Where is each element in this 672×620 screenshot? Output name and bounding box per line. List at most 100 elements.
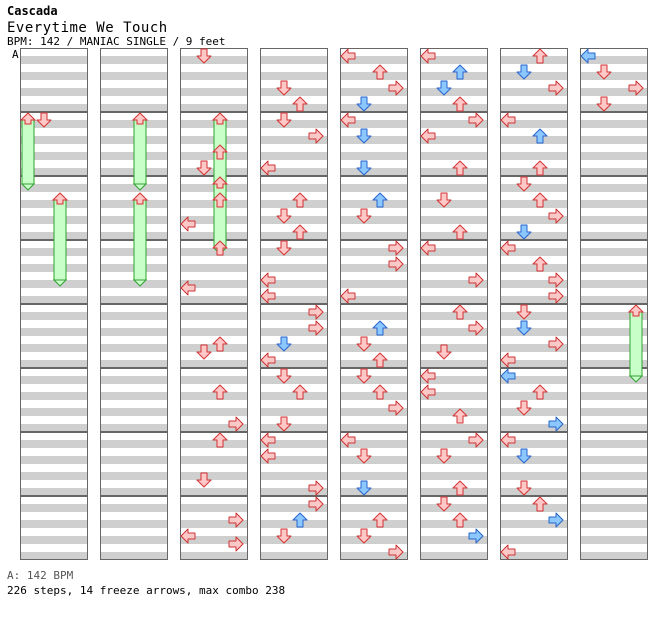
measure	[20, 48, 88, 112]
up-arrow	[372, 352, 388, 368]
artist-name: Cascada	[7, 4, 58, 18]
measure	[500, 176, 568, 240]
down-arrow	[356, 528, 372, 544]
left-arrow	[420, 368, 436, 384]
measure	[420, 176, 488, 240]
measure	[180, 432, 248, 496]
down-arrow	[516, 400, 532, 416]
up-arrow	[452, 408, 468, 424]
down-arrow	[36, 112, 52, 128]
measure	[500, 48, 568, 112]
right-arrow	[468, 432, 484, 448]
measure	[100, 368, 168, 432]
up-arrow	[372, 384, 388, 400]
measure	[20, 432, 88, 496]
left-arrow	[500, 368, 516, 384]
measure	[20, 304, 88, 368]
up-arrow	[532, 160, 548, 176]
down-arrow	[356, 208, 372, 224]
left-arrow	[260, 160, 276, 176]
left-arrow	[260, 352, 276, 368]
down-arrow	[356, 448, 372, 464]
measure	[100, 304, 168, 368]
left-arrow	[420, 48, 436, 64]
up-arrow	[532, 48, 548, 64]
right-arrow	[228, 536, 244, 552]
right-arrow	[548, 512, 564, 528]
measure	[420, 304, 488, 368]
down-arrow	[436, 80, 452, 96]
right-arrow	[388, 400, 404, 416]
up-arrow	[292, 96, 308, 112]
measure	[340, 176, 408, 240]
right-arrow	[308, 304, 324, 320]
measure	[420, 240, 488, 304]
right-arrow	[468, 272, 484, 288]
down-arrow	[516, 224, 532, 240]
right-arrow	[548, 336, 564, 352]
left-arrow	[420, 128, 436, 144]
up-arrow	[452, 96, 468, 112]
measure	[500, 304, 568, 368]
right-arrow	[388, 544, 404, 560]
left-arrow	[500, 112, 516, 128]
down-arrow	[436, 496, 452, 512]
right-arrow	[468, 528, 484, 544]
left-arrow	[500, 352, 516, 368]
bpm-legend: A: 142 BPM	[7, 569, 74, 582]
down-arrow	[516, 320, 532, 336]
up-arrow	[532, 256, 548, 272]
down-arrow	[276, 336, 292, 352]
step-arrows	[36, 48, 644, 560]
measure	[580, 112, 648, 176]
measure	[580, 240, 648, 304]
down-arrow	[356, 480, 372, 496]
right-arrow	[628, 80, 644, 96]
down-arrow	[276, 416, 292, 432]
measure	[180, 368, 248, 432]
down-arrow	[276, 368, 292, 384]
measure	[260, 48, 328, 112]
measure	[180, 240, 248, 304]
up-arrow	[212, 432, 228, 448]
left-arrow	[420, 240, 436, 256]
right-arrow	[388, 80, 404, 96]
measure	[100, 48, 168, 112]
measure	[260, 176, 328, 240]
measure	[180, 304, 248, 368]
up-arrow	[532, 384, 548, 400]
up-arrow	[452, 512, 468, 528]
right-arrow	[228, 416, 244, 432]
down-arrow	[356, 336, 372, 352]
down-arrow	[436, 344, 452, 360]
right-arrow	[308, 480, 324, 496]
chart-info: BPM: 142 / MANIAC SINGLE / 9 feet	[7, 35, 226, 48]
measure	[420, 368, 488, 432]
measure	[340, 304, 408, 368]
down-arrow	[516, 304, 532, 320]
down-arrow	[356, 128, 372, 144]
down-arrow	[356, 96, 372, 112]
up-arrow	[292, 224, 308, 240]
up-arrow	[372, 192, 388, 208]
measure	[500, 112, 568, 176]
down-arrow	[516, 64, 532, 80]
up-arrow	[452, 64, 468, 80]
right-arrow	[548, 208, 564, 224]
up-arrow	[532, 128, 548, 144]
left-arrow	[180, 216, 196, 232]
down-arrow	[196, 48, 212, 64]
up-arrow	[452, 304, 468, 320]
up-arrow	[452, 480, 468, 496]
right-arrow	[548, 416, 564, 432]
down-arrow	[196, 344, 212, 360]
up-arrow	[372, 512, 388, 528]
right-arrow	[548, 80, 564, 96]
down-arrow	[596, 64, 612, 80]
measure	[20, 368, 88, 432]
down-arrow	[516, 176, 532, 192]
down-arrow	[276, 240, 292, 256]
freeze-arrow	[19, 112, 37, 191]
up-arrow	[372, 320, 388, 336]
